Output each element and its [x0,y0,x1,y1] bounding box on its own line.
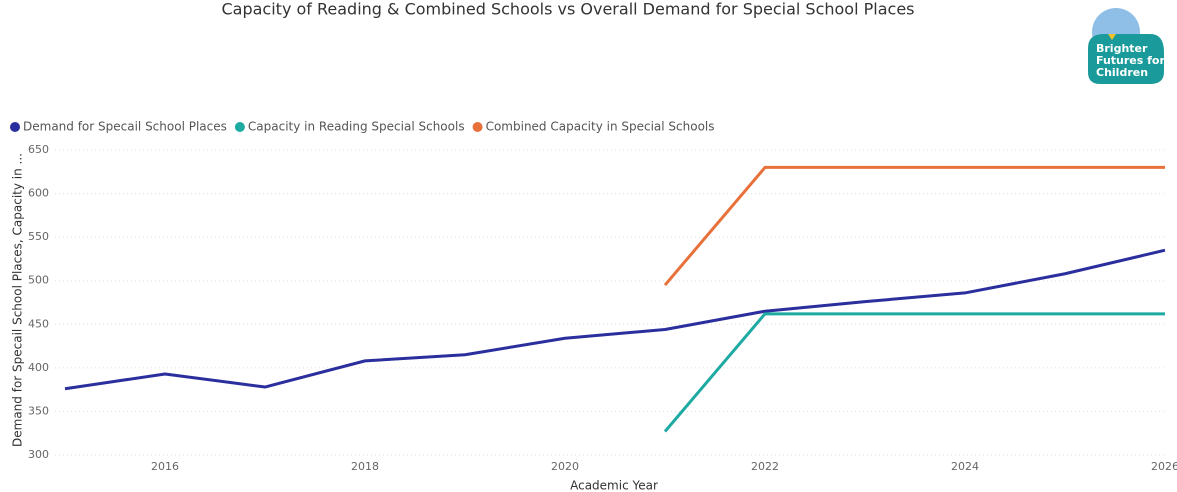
x-tick-label: 2016 [151,460,179,473]
legend-label: Capacity in Reading Special Schools [248,120,465,134]
x-tick-label: 2022 [751,460,779,473]
y-tick-label: 400 [28,361,49,374]
y-axis-title: Demand for Specail School Places, Capaci… [11,153,25,447]
y-tick-label: 600 [28,187,49,200]
x-tick-label: 2018 [351,460,379,473]
legend-label: Demand for Specail School Places [23,120,227,134]
logo-sun [1108,34,1116,40]
legend-marker [10,122,20,132]
chart-title: Capacity of Reading & Combined Schools v… [221,0,914,19]
logo-shape [1088,34,1164,84]
x-tick-label: 2024 [951,460,979,473]
legend-marker [234,122,245,132]
y-tick-label: 500 [28,274,49,287]
logo-text: Brighter [1096,42,1148,55]
x-axis-title: Academic Year [570,479,658,492]
x-tick-label: 2026 [1151,460,1177,473]
y-tick-label: 450 [28,317,49,330]
y-tick-label: 300 [28,448,49,461]
y-tick-label: 350 [28,404,49,417]
y-tick-label: 550 [28,230,49,243]
series-line [663,165,1165,287]
series-line [663,312,1165,433]
logo-text: Futures for [1096,54,1165,67]
logo: Brighter Futures for Children [1088,8,1165,84]
series-line [64,248,1166,391]
x-tick-label: 2020 [551,460,579,473]
y-tick-label: 650 [28,143,49,156]
logo-text: Children [1096,66,1148,79]
legend-marker [472,122,483,132]
legend-label: Combined Capacity in Special Schools [486,120,715,134]
